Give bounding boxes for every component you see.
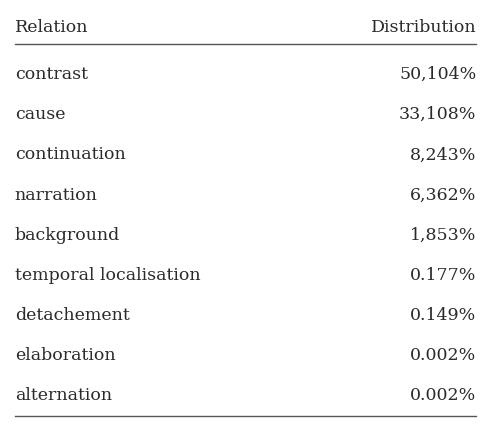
Text: 6,362%: 6,362% [410, 186, 476, 203]
Text: 50,104%: 50,104% [399, 66, 476, 83]
Text: 0.177%: 0.177% [410, 266, 476, 283]
Text: cause: cause [15, 106, 65, 123]
Text: temporal localisation: temporal localisation [15, 266, 200, 283]
Text: 1,853%: 1,853% [410, 226, 476, 243]
Text: Distribution: Distribution [371, 19, 476, 36]
Text: 0.002%: 0.002% [410, 346, 476, 363]
Text: contrast: contrast [15, 66, 88, 83]
Text: 0.002%: 0.002% [410, 386, 476, 403]
Text: narration: narration [15, 186, 98, 203]
Text: 8,243%: 8,243% [410, 146, 476, 163]
Text: 33,108%: 33,108% [399, 106, 476, 123]
Text: 0.149%: 0.149% [410, 306, 476, 323]
Text: background: background [15, 226, 120, 243]
Text: detachement: detachement [15, 306, 130, 323]
Text: alternation: alternation [15, 386, 112, 403]
Text: elaboration: elaboration [15, 346, 115, 363]
Text: continuation: continuation [15, 146, 126, 163]
Text: Relation: Relation [15, 19, 88, 36]
